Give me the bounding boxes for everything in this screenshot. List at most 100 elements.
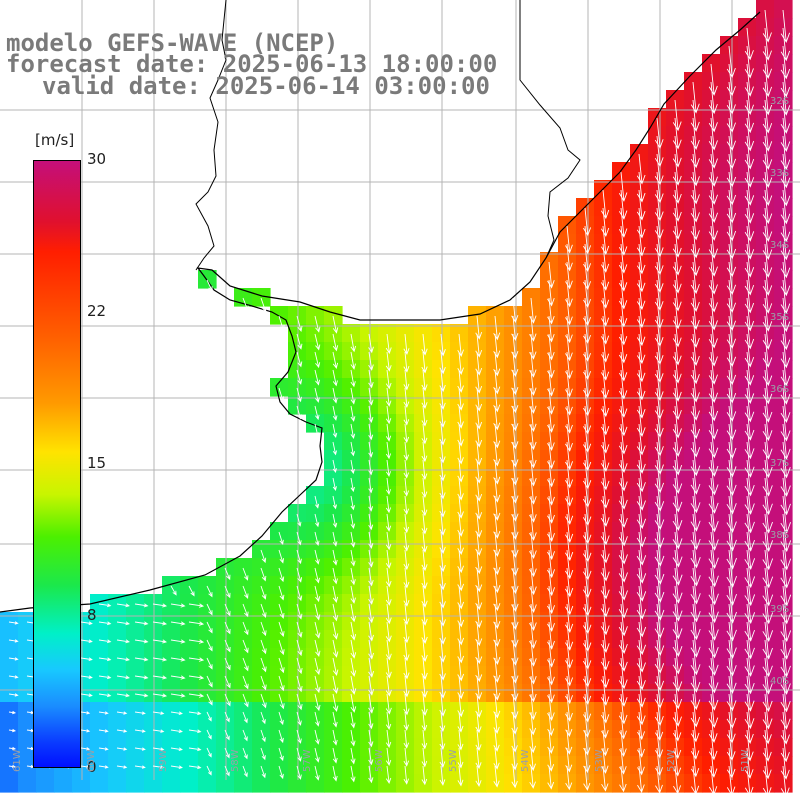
- wind-speed-cell: [756, 252, 775, 271]
- wind-speed-cell: [0, 684, 19, 703]
- wind-speed-cell: [522, 756, 541, 775]
- wind-arrow: [726, 747, 736, 779]
- wind-arrow: [529, 585, 537, 614]
- wind-speed-cell: [648, 216, 667, 235]
- wind-speed-cell: [198, 666, 217, 685]
- wind-speed-cell: [288, 522, 307, 541]
- wind-arrow: [565, 387, 573, 416]
- wind-speed-cell: [270, 702, 289, 721]
- wind-speed-cell: [630, 306, 649, 325]
- wind-arrow: [278, 531, 284, 546]
- wind-arrow: [654, 603, 665, 639]
- wind-arrow: [403, 351, 410, 373]
- wind-arrow: [368, 729, 374, 748]
- wind-speed-cell: [468, 360, 487, 379]
- wind-arrow: [654, 675, 664, 709]
- wind-arrow: [708, 387, 719, 422]
- wind-arrow: [636, 351, 646, 383]
- wind-arrow: [618, 603, 628, 637]
- wind-arrow: [296, 405, 302, 420]
- wind-speed-cell: [180, 720, 199, 739]
- wind-speed-cell: [378, 666, 397, 685]
- wind-speed-cell: [90, 738, 109, 757]
- wind-arrow: [636, 567, 647, 602]
- wind-arrow: [475, 729, 482, 752]
- wind-arrow: [582, 585, 592, 617]
- wind-arrow: [762, 171, 773, 207]
- wind-arrow: [152, 765, 165, 769]
- wind-speed-cell: [396, 756, 415, 775]
- wind-arrow: [529, 549, 537, 578]
- wind-arrow: [762, 27, 772, 61]
- wind-arrow: [672, 279, 682, 312]
- wind-speed-cell: [738, 288, 757, 307]
- wind-arrow: [332, 621, 339, 640]
- wind-arrow: [762, 243, 773, 278]
- wind-arrow: [618, 369, 628, 400]
- wind-arrow: [350, 495, 355, 511]
- wind-arrow: [654, 423, 664, 457]
- wind-arrow: [116, 639, 130, 644]
- wind-arrow: [529, 621, 537, 649]
- wind-arrow: [314, 513, 320, 528]
- wind-arrow: [690, 207, 700, 241]
- wind-speed-cell: [630, 162, 649, 181]
- wind-arrow: [582, 423, 592, 453]
- colorbar-tick-label: 22: [87, 302, 107, 320]
- wind-arrow: [547, 603, 555, 632]
- wind-arrow: [403, 477, 410, 497]
- wind-arrow: [350, 387, 356, 405]
- wind-arrow: [421, 441, 428, 463]
- wind-arrow: [672, 711, 682, 742]
- wind-speed-cell: [774, 666, 793, 685]
- wind-speed-cell: [360, 360, 379, 379]
- wind-arrow: [762, 603, 774, 642]
- wind-arrow: [529, 639, 537, 667]
- wind-speed-cell: [288, 774, 307, 793]
- wind-speed-cell: [756, 378, 775, 397]
- wind-speed-cell: [522, 342, 541, 361]
- wind-speed-cell: [0, 666, 19, 685]
- wind-speed-cell: [576, 756, 595, 775]
- wind-speed-cell: [0, 738, 19, 757]
- wind-arrow: [457, 477, 464, 501]
- wind-arrow: [206, 729, 212, 740]
- wind-arrow: [332, 657, 339, 676]
- wind-speed-cell: [288, 576, 307, 595]
- wind-speed-cell: [540, 342, 559, 361]
- wind-speed-cell: [684, 162, 703, 181]
- wind-speed-cell: [540, 252, 559, 271]
- wind-arrow: [582, 549, 592, 581]
- wind-speed-cell: [738, 72, 757, 91]
- wind-speed-cell: [324, 738, 343, 757]
- wind-speed-cell: [630, 702, 649, 721]
- longitude-label: 58W: [230, 749, 241, 772]
- wind-speed-cell: [558, 756, 577, 775]
- wind-arrow: [547, 513, 555, 542]
- wind-arrow: [278, 747, 284, 762]
- wind-speed-cell: [648, 774, 667, 793]
- colorbar: [33, 160, 81, 768]
- wind-speed-cell: [504, 576, 523, 595]
- wind-arrow: [780, 711, 790, 745]
- wind-speed-cell: [144, 684, 163, 703]
- wind-arrow: [134, 675, 149, 680]
- wind-arrow: [457, 459, 464, 483]
- wind-arrow: [421, 675, 428, 699]
- wind-arrow: [296, 603, 303, 620]
- wind-arrow: [170, 729, 183, 734]
- wind-speed-cell: [198, 702, 217, 721]
- longitude-label: 54W: [520, 749, 531, 772]
- wind-speed-cell: [576, 594, 595, 613]
- wind-arrow: [421, 567, 428, 590]
- wind-arrow: [368, 549, 374, 568]
- wind-speed-cell: [666, 414, 685, 433]
- wind-arrow: [618, 639, 628, 672]
- wind-speed-cell: [324, 666, 343, 685]
- wind-speed-cell: [648, 684, 667, 703]
- wind-speed-cell: [288, 756, 307, 775]
- wind-arrow: [296, 387, 302, 403]
- wind-speed-cell: [738, 558, 757, 577]
- wind-speed-cell: [558, 270, 577, 289]
- wind-arrow: [170, 603, 186, 608]
